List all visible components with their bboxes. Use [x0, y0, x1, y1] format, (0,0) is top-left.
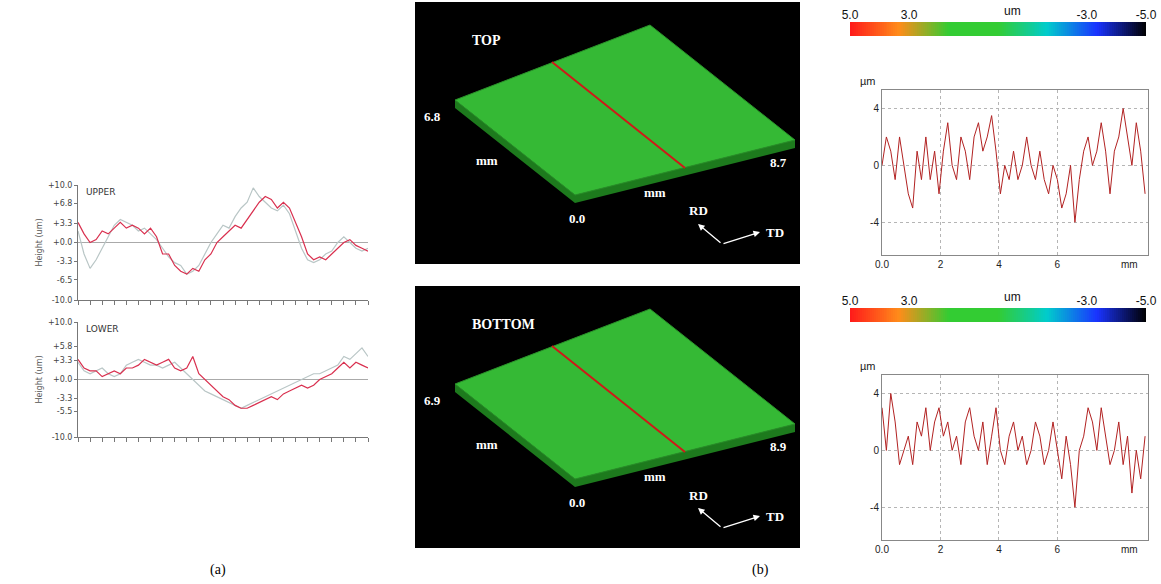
- svg-text:mm: mm: [476, 437, 498, 452]
- svg-text:0.0: 0.0: [569, 211, 585, 226]
- svg-text:-10.0: -10.0: [52, 296, 73, 305]
- svg-text:µm: µm: [860, 360, 876, 372]
- svg-text:Height (um): Height (um): [35, 355, 44, 403]
- svg-text:6.8: 6.8: [424, 109, 441, 124]
- svg-text:+0.0: +0.0: [53, 375, 72, 384]
- svg-text:4: 4: [996, 544, 1002, 555]
- svg-text:2: 2: [938, 544, 944, 555]
- svg-text:um: um: [1004, 4, 1021, 18]
- svg-text:-6.5: -6.5: [57, 276, 73, 285]
- svg-text:5.0: 5.0: [842, 8, 859, 22]
- svg-text:-5.0: -5.0: [1136, 294, 1157, 308]
- svg-text:RD: RD: [689, 203, 708, 218]
- svg-text:TD: TD: [766, 225, 784, 240]
- svg-text:4: 4: [873, 103, 879, 114]
- svg-text:mm: mm: [644, 469, 666, 484]
- svg-text:TD: TD: [766, 509, 784, 524]
- svg-text:mm: mm: [644, 185, 666, 200]
- svg-text:(b): (b): [752, 562, 769, 578]
- svg-text:um: um: [1004, 290, 1021, 304]
- svg-text:(a): (a): [210, 562, 226, 578]
- svg-text:0: 0: [873, 445, 879, 456]
- svg-text:-5.0: -5.0: [1136, 8, 1157, 22]
- svg-text:4: 4: [873, 388, 879, 399]
- svg-text:0.0: 0.0: [875, 544, 889, 555]
- svg-text:-3.3: -3.3: [57, 394, 73, 403]
- svg-text:LOWER: LOWER: [86, 324, 119, 334]
- svg-text:5.0: 5.0: [842, 294, 859, 308]
- svg-text:+3.3: +3.3: [53, 219, 72, 228]
- svg-text:UPPER: UPPER: [86, 187, 115, 197]
- svg-text:6.9: 6.9: [424, 393, 441, 408]
- svg-text:+6.8: +6.8: [53, 199, 72, 208]
- svg-text:TOP: TOP: [472, 33, 501, 48]
- svg-text:6: 6: [1055, 259, 1061, 270]
- svg-text:mm: mm: [1121, 544, 1138, 555]
- svg-text:-3.0: -3.0: [1076, 8, 1097, 22]
- svg-text:0: 0: [873, 160, 879, 171]
- svg-text:2: 2: [938, 259, 944, 270]
- svg-text:+10.0: +10.0: [48, 181, 73, 190]
- svg-text:-4: -4: [870, 502, 879, 513]
- svg-text:RD: RD: [689, 488, 708, 503]
- svg-text:-10.0: -10.0: [52, 433, 73, 442]
- svg-text:0.0: 0.0: [875, 259, 889, 270]
- svg-text:-3.0: -3.0: [1076, 294, 1097, 308]
- svg-text:+0.0: +0.0: [53, 238, 72, 247]
- svg-text:3.0: 3.0: [901, 294, 918, 308]
- svg-text:4: 4: [996, 259, 1002, 270]
- svg-text:+3.3: +3.3: [53, 356, 72, 365]
- svg-text:Height (um): Height (um): [35, 218, 44, 266]
- svg-text:8.9: 8.9: [770, 439, 787, 454]
- svg-text:3.0: 3.0: [901, 8, 918, 22]
- svg-text:+10.0: +10.0: [48, 318, 73, 327]
- svg-text:mm: mm: [1121, 259, 1138, 270]
- svg-text:-5.5: -5.5: [57, 407, 73, 416]
- svg-text:+5.8: +5.8: [53, 342, 72, 351]
- svg-text:6: 6: [1055, 544, 1061, 555]
- svg-text:-4: -4: [870, 217, 879, 228]
- svg-text:mm: mm: [476, 153, 498, 168]
- svg-text:BOTTOM: BOTTOM: [472, 317, 535, 332]
- svg-text:0.0: 0.0: [569, 495, 585, 510]
- svg-text:8.7: 8.7: [770, 155, 787, 170]
- svg-text:-3.3: -3.3: [57, 257, 73, 266]
- svg-text:µm: µm: [860, 75, 876, 87]
